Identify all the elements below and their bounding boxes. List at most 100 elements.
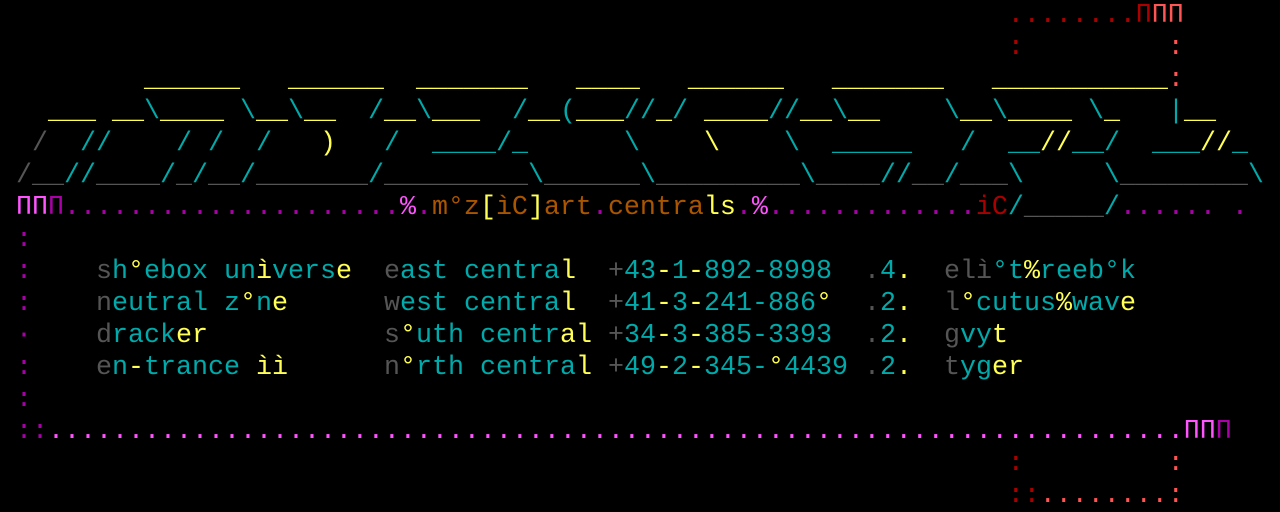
phone-number: +49-2-345-°4439	[608, 352, 848, 384]
art-glyph	[1024, 449, 1168, 479]
directory-row: en-trance ìì n°rth central +49-2-345-°4439…	[0, 352, 1280, 384]
sysop-handle-glyph: wav	[1071, 289, 1120, 319]
art-glyph: ::	[1007, 481, 1040, 511]
phone-number-glyph: -	[656, 321, 672, 351]
art-glyph: ____	[432, 129, 496, 159]
node-count-glyph: .	[864, 289, 880, 319]
art-glyph: __	[1184, 97, 1216, 127]
art-glyph: /	[240, 161, 256, 191]
art-glyph: :	[16, 385, 32, 415]
sysop-handle: gvyt	[944, 320, 1008, 352]
board-name: dracker	[96, 320, 208, 352]
art-glyph: \	[1088, 97, 1104, 127]
title-segment	[0, 193, 16, 223]
phone-number-glyph: 3	[672, 289, 688, 319]
art-glyph: _______	[415, 65, 528, 95]
region-glyph: n	[384, 353, 400, 383]
art-glyph: \	[1007, 161, 1024, 191]
art-glyph: /	[496, 129, 512, 159]
art-glyph	[48, 129, 80, 159]
art-glyph: __	[256, 97, 288, 127]
art-glyph: /	[1103, 129, 1120, 159]
art-glyph: ΠΠ	[1151, 1, 1184, 31]
art-glyph: \	[944, 97, 960, 127]
phone-number-glyph: -	[688, 257, 704, 287]
title-banner: ΠΠΠ.....................%.m°z[ìC]art.cen…	[0, 192, 1248, 224]
art-glyph	[192, 129, 208, 159]
board-name-glyph: n	[255, 289, 272, 319]
logo-art-line: ______ ______ _______ ____ ______ ______…	[0, 64, 1184, 96]
sysop-handle-glyph: e	[1119, 289, 1136, 319]
sysop-handle-glyph: t	[944, 353, 960, 383]
art-glyph: __	[384, 97, 416, 127]
art-glyph	[640, 65, 688, 95]
art-glyph	[800, 129, 832, 159]
region-glyph: rth centra	[416, 353, 576, 383]
art-glyph: \	[416, 97, 432, 127]
art-glyph: //	[64, 161, 96, 191]
region: n°rth central	[384, 352, 592, 384]
art-glyph	[0, 161, 16, 191]
art-glyph: _________	[383, 161, 528, 191]
board-name-glyph: ebox un	[144, 257, 256, 287]
phone-number-glyph: 41	[624, 289, 656, 319]
title-segment: _____	[1023, 193, 1104, 223]
art-glyph: ___________	[991, 65, 1168, 95]
frame-border-line: ::......................................…	[0, 416, 1232, 448]
art-glyph	[0, 225, 16, 255]
art-glyph: ·	[16, 321, 32, 351]
art-glyph: //	[1039, 129, 1072, 159]
board-name-glyph: er	[176, 321, 208, 351]
sysop-handle-glyph: er	[992, 353, 1024, 383]
art-glyph	[0, 97, 48, 127]
board-name-glyph: d	[96, 321, 112, 351]
board-name-glyph: e	[96, 353, 112, 383]
art-glyph: :	[1167, 481, 1184, 511]
art-glyph	[240, 65, 288, 95]
art-glyph: /	[256, 129, 272, 159]
region-glyph: °	[400, 353, 416, 383]
art-glyph: \	[1103, 161, 1120, 191]
phone-number-glyph: -	[688, 321, 704, 351]
art-glyph	[1072, 97, 1088, 127]
phone-number-glyph: -	[656, 289, 672, 319]
board-name-glyph: °	[239, 289, 256, 319]
phone-number-glyph: 892-8998	[704, 257, 832, 287]
art-glyph: _	[1231, 129, 1248, 159]
art-glyph: \	[703, 129, 720, 159]
art-glyph: :	[1007, 33, 1024, 63]
art-glyph: :	[16, 289, 32, 319]
art-glyph	[0, 1, 1008, 31]
art-glyph: __	[208, 161, 240, 191]
region-glyph: est centra	[400, 289, 560, 319]
frame-border-line: : :	[0, 448, 1184, 480]
art-glyph	[0, 481, 1008, 511]
art-glyph: ΠΠ	[1183, 417, 1216, 447]
art-glyph	[688, 97, 704, 127]
frame-border-line: ........ΠΠΠ	[0, 0, 1184, 32]
art-glyph	[224, 129, 256, 159]
art-glyph: :	[16, 257, 32, 287]
node-count-glyph: .	[864, 257, 880, 287]
art-glyph: )	[320, 129, 336, 159]
directory-row: dracker s°uth central +34-3-385-3393.2. gvy…	[0, 320, 1280, 352]
art-glyph: ::	[16, 417, 48, 447]
art-glyph: //	[768, 97, 800, 127]
phone-number-glyph: 3	[672, 321, 688, 351]
title-segment: .	[591, 193, 608, 223]
art-glyph: __	[800, 97, 832, 127]
frame-border-line: :	[0, 384, 32, 416]
sysop-handle-glyph: %	[1024, 257, 1040, 287]
sysop-handle-glyph: %	[1055, 289, 1072, 319]
art-glyph: :	[1167, 33, 1184, 63]
phone-number-glyph: +	[608, 257, 624, 287]
art-glyph	[1024, 161, 1104, 191]
art-glyph: ______	[543, 161, 640, 191]
region-glyph: ast centra	[400, 257, 560, 287]
art-glyph: :	[1167, 449, 1184, 479]
art-glyph: ___	[576, 97, 624, 127]
sysop-handle-glyph: l	[944, 289, 960, 319]
phone-number-glyph: 4439	[784, 353, 848, 383]
title-segment: centra	[607, 193, 704, 223]
phone-number-glyph: 34	[624, 321, 656, 351]
